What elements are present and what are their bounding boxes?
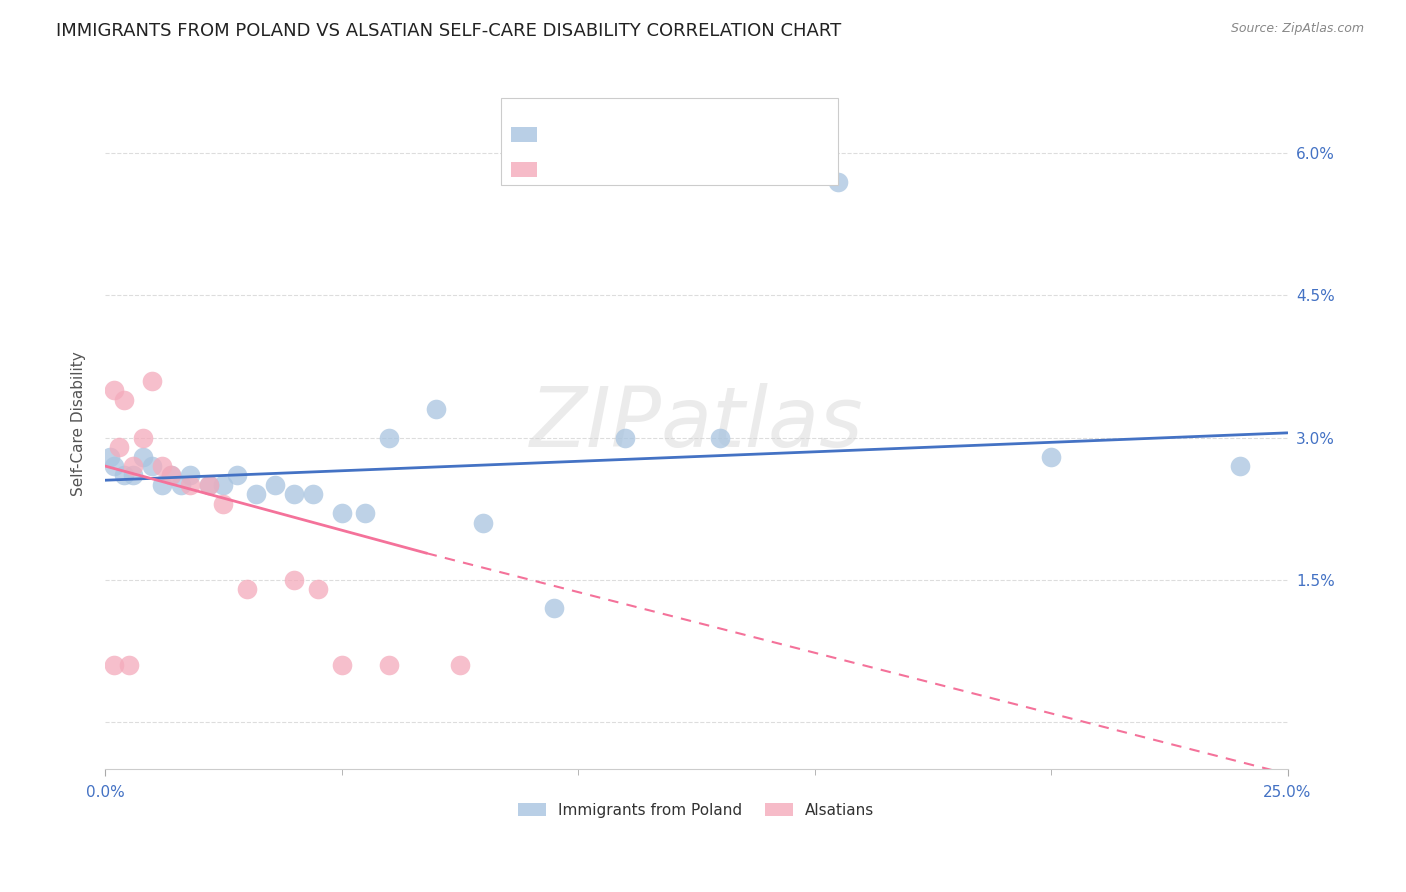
Point <box>179 468 201 483</box>
Point <box>117 658 139 673</box>
Point <box>1229 458 1251 473</box>
Point <box>103 458 125 473</box>
Point <box>330 658 353 673</box>
Point <box>112 392 135 407</box>
Point <box>103 383 125 397</box>
Text: IMMIGRANTS FROM POLAND VS ALSATIAN SELF-CARE DISABILITY CORRELATION CHART: IMMIGRANTS FROM POLAND VS ALSATIAN SELF-… <box>56 22 841 40</box>
Point <box>108 440 131 454</box>
Point <box>212 497 235 511</box>
Point <box>827 175 849 189</box>
Point <box>1040 450 1063 464</box>
Point <box>179 478 201 492</box>
Point <box>150 458 173 473</box>
Point <box>543 601 565 615</box>
Point <box>112 468 135 483</box>
Text: 19: 19 <box>730 160 752 178</box>
Point <box>264 478 287 492</box>
FancyBboxPatch shape <box>501 98 838 185</box>
Text: R =: R = <box>548 126 585 144</box>
Point <box>198 478 221 492</box>
Point <box>141 374 163 388</box>
Point <box>283 573 305 587</box>
Point <box>98 450 121 464</box>
Point <box>378 431 401 445</box>
Point <box>103 658 125 673</box>
Text: N =: N = <box>661 126 709 144</box>
Point <box>170 478 193 492</box>
Point <box>307 582 329 597</box>
Point <box>160 468 183 483</box>
Text: Source: ZipAtlas.com: Source: ZipAtlas.com <box>1230 22 1364 36</box>
Point <box>212 478 235 492</box>
Legend: Immigrants from Poland, Alsatians: Immigrants from Poland, Alsatians <box>512 797 880 824</box>
Point <box>245 487 267 501</box>
Point <box>425 402 447 417</box>
Bar <box>510 127 537 142</box>
Point <box>198 478 221 492</box>
Point <box>614 431 637 445</box>
Bar <box>510 161 537 177</box>
Point <box>122 468 145 483</box>
Point <box>354 507 377 521</box>
Y-axis label: Self-Care Disability: Self-Care Disability <box>72 351 86 496</box>
Point <box>141 458 163 473</box>
Point <box>302 487 325 501</box>
Text: R =: R = <box>548 160 585 178</box>
Point <box>236 582 259 597</box>
Text: -0.242: -0.242 <box>586 160 645 178</box>
Point <box>226 468 249 483</box>
Text: 0.251: 0.251 <box>596 126 648 144</box>
Text: N =: N = <box>661 160 709 178</box>
Point <box>150 478 173 492</box>
Point <box>330 507 353 521</box>
Point <box>449 658 471 673</box>
Point <box>378 658 401 673</box>
Point <box>132 450 155 464</box>
Point <box>132 431 155 445</box>
Point <box>160 468 183 483</box>
Point <box>122 458 145 473</box>
Text: 31: 31 <box>730 126 752 144</box>
Point <box>283 487 305 501</box>
Point <box>709 431 731 445</box>
Text: ZIPatlas: ZIPatlas <box>530 383 863 464</box>
Point <box>472 516 495 530</box>
